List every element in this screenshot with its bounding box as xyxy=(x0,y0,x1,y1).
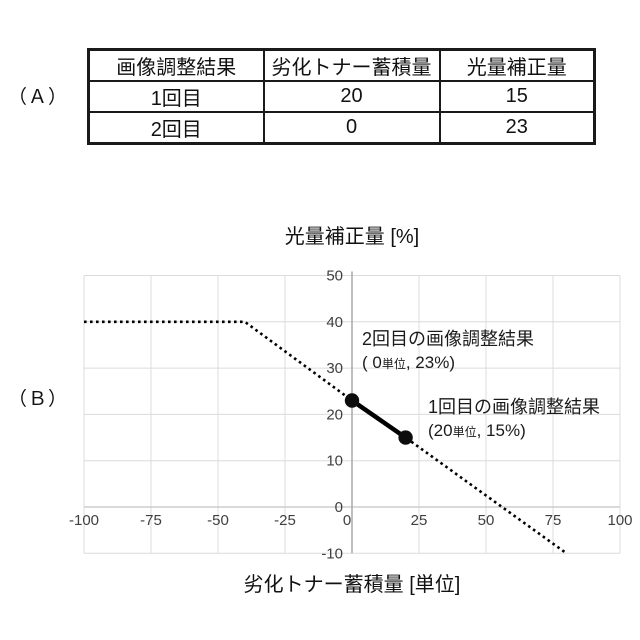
cell-correction-value: 23 xyxy=(438,111,596,145)
annotation-first-adjustment: 1回目の画像調整結果 (20単位, 15%) xyxy=(428,396,600,444)
annotation-coordinates: ( 0単位, 23%) xyxy=(362,351,534,376)
annotation-title: 2回目の画像調整結果 xyxy=(362,329,535,349)
x-tick-label: -50 xyxy=(207,512,229,529)
table-header-row: 画像調整結果 劣化トナー蓄積量 光量補正量 xyxy=(87,48,596,82)
y-tick-label: 10 xyxy=(326,453,343,470)
cell-toner-value: 20 xyxy=(262,80,441,113)
table-row: 2回目 0 23 xyxy=(87,111,596,145)
x-tick-label: -100 xyxy=(69,512,99,529)
chart-x-axis-title: 劣化トナー蓄積量 [単位] xyxy=(243,574,461,596)
header-cell-adjustment-result: 画像調整結果 xyxy=(87,48,265,82)
coord-pre: (20 xyxy=(428,421,453,440)
y-tick-label: 20 xyxy=(326,406,343,423)
x-tick-label: 75 xyxy=(545,512,562,529)
table-row: 1回目 20 15 xyxy=(87,80,596,113)
y-tick-label: 40 xyxy=(326,314,343,331)
header-cell-light-correction: 光量補正量 xyxy=(438,48,596,82)
annotation-second-adjustment: 2回目の画像調整結果 ( 0単位, 23%) xyxy=(362,328,534,376)
series-solid-line xyxy=(349,398,408,440)
x-tick-label: -75 xyxy=(140,512,162,529)
data-point-marker xyxy=(344,393,360,408)
data-point-marker xyxy=(398,430,413,445)
y-tick-label: -10 xyxy=(321,545,343,562)
coord-post: , 23%) xyxy=(405,353,455,372)
cell-round-label: 1回目 xyxy=(87,80,265,113)
chart-y-axis-title: 光量補正量 [%] xyxy=(284,226,420,248)
annotation-title: 1回目の画像調整結果 xyxy=(428,397,601,417)
coord-post: , 15%) xyxy=(476,421,526,440)
y-tick-label: 30 xyxy=(326,360,343,377)
x-tick-label: 50 xyxy=(478,512,495,529)
cell-round-label: 2回目 xyxy=(87,111,265,145)
cell-toner-value: 0 xyxy=(262,111,441,145)
coord-unit: 単位 xyxy=(452,425,477,439)
x-tick-label: 25 xyxy=(411,512,428,529)
x-tick-label: 0 xyxy=(343,512,351,529)
y-tick-label: 50 xyxy=(326,268,343,285)
annotation-coordinates: (20単位, 15%) xyxy=(428,419,600,444)
x-tick-label: -25 xyxy=(274,512,296,529)
y-tick-label: 0 xyxy=(335,499,343,516)
adjustment-results-table: 画像調整結果 劣化トナー蓄積量 光量補正量 1回目 20 15 2回目 0 23 xyxy=(87,48,596,145)
panel-label-a: （Ａ） xyxy=(8,87,69,108)
panel-label-b: （Ｂ） xyxy=(8,389,69,410)
cell-correction-value: 15 xyxy=(438,80,596,113)
x-tick-label: 100 xyxy=(607,512,632,529)
coord-unit: 単位 xyxy=(381,357,406,371)
coord-pre: ( 0 xyxy=(362,353,382,372)
